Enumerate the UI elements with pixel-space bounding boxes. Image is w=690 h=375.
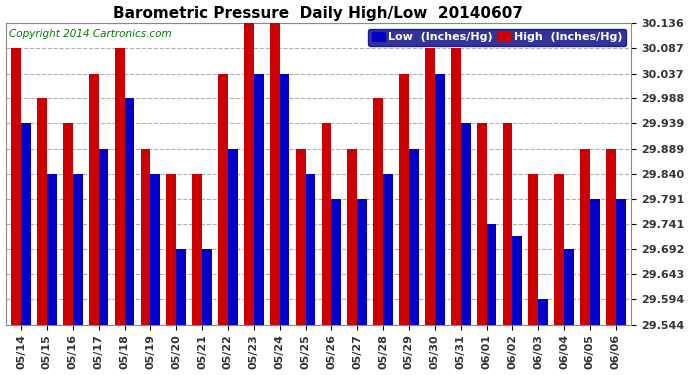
Bar (409, 149, 419, 325)
Bar (606, 149, 616, 325)
Bar (564, 249, 574, 325)
Bar (63, 123, 72, 325)
Bar (99, 149, 108, 325)
Bar (279, 74, 290, 325)
Bar (306, 174, 315, 325)
Bar (21, 123, 31, 325)
Bar (37, 99, 47, 325)
Bar (296, 149, 306, 325)
Bar (322, 123, 331, 325)
Bar (554, 174, 564, 325)
Bar (228, 149, 238, 325)
Bar (193, 174, 202, 325)
Bar (486, 224, 496, 325)
Title: Barometric Pressure  Daily High/Low  20140607: Barometric Pressure Daily High/Low 20140… (113, 6, 524, 21)
Bar (331, 199, 342, 325)
Bar (590, 199, 600, 325)
Bar (124, 99, 135, 325)
Bar (502, 123, 513, 325)
Bar (425, 48, 435, 325)
Bar (347, 149, 357, 325)
Bar (218, 74, 228, 325)
Bar (176, 249, 186, 325)
Bar (399, 74, 409, 325)
Bar (115, 48, 124, 325)
Text: Copyright 2014 Cartronics.com: Copyright 2014 Cartronics.com (9, 29, 171, 39)
Bar (244, 23, 254, 325)
Bar (254, 74, 264, 325)
Bar (357, 199, 367, 325)
Bar (513, 237, 522, 325)
Bar (373, 99, 383, 325)
Bar (89, 74, 99, 325)
Bar (538, 299, 548, 325)
Bar (435, 74, 444, 325)
Bar (383, 174, 393, 325)
Bar (270, 23, 279, 325)
Bar (477, 123, 486, 325)
Bar (451, 48, 461, 325)
Bar (11, 48, 21, 325)
Bar (141, 149, 150, 325)
Bar (529, 174, 538, 325)
Bar (461, 123, 471, 325)
Legend: Low  (Inches/Hg), High  (Inches/Hg): Low (Inches/Hg), High (Inches/Hg) (368, 28, 626, 46)
Bar (616, 199, 626, 325)
Bar (580, 149, 590, 325)
Bar (47, 174, 57, 325)
Bar (166, 174, 176, 325)
Bar (150, 174, 160, 325)
Bar (72, 174, 83, 325)
Bar (202, 249, 212, 325)
